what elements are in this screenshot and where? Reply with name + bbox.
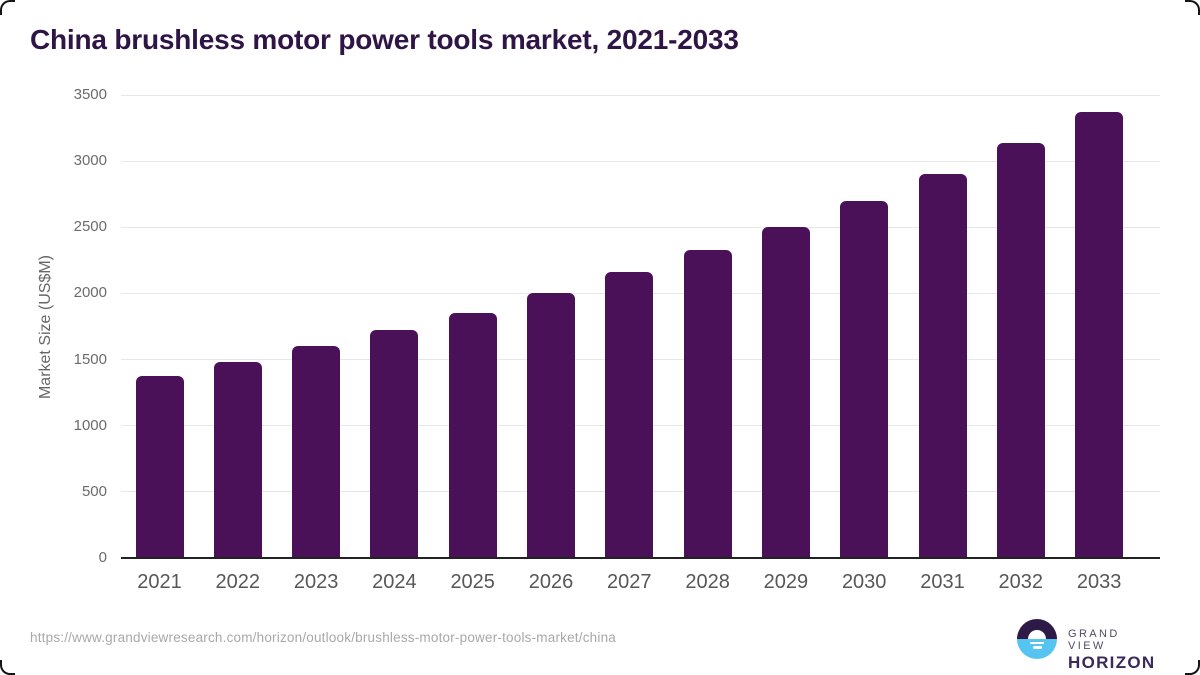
gridline-3000 xyxy=(121,160,1160,162)
gridline-3500 xyxy=(121,94,1160,96)
x-tick-label-2030: 2030 xyxy=(841,571,887,593)
bar-2029 xyxy=(761,226,810,558)
bar-2021 xyxy=(135,376,184,558)
y-tick-label-1500: 1500 xyxy=(73,350,107,368)
bar-2026 xyxy=(527,293,575,558)
grand-view-horizon-logo: GRAND VIEW HORIZON xyxy=(1017,619,1157,672)
bar-2030 xyxy=(840,201,889,558)
bar-2028 xyxy=(683,250,732,558)
x-tick-label-2022: 2022 xyxy=(215,571,261,593)
logo-wordmark: GRAND VIEW HORIZON xyxy=(1068,628,1157,672)
y-tick-label-3000: 3000 xyxy=(73,152,107,170)
bar-2033 xyxy=(1075,111,1124,558)
horizon-sun-icon xyxy=(1017,619,1057,659)
gridline-2500 xyxy=(121,226,1160,228)
y-tick-label-0: 0 xyxy=(98,549,107,566)
bar-2031 xyxy=(918,173,967,558)
bar-2024 xyxy=(370,330,419,558)
x-tick-label-2024: 2024 xyxy=(372,571,417,593)
y-tick-label-2000: 2000 xyxy=(73,284,107,302)
y-tick-label-1000: 1000 xyxy=(73,416,107,434)
x-tick-label-2033: 2033 xyxy=(1076,571,1122,593)
y-tick-label-2500: 2500 xyxy=(73,218,107,236)
chart-title: China brushless motor power tools market… xyxy=(30,24,739,55)
x-tick-label-2032: 2032 xyxy=(998,571,1044,593)
bar-2023 xyxy=(292,346,341,558)
x-tick-label-2029: 2029 xyxy=(763,571,809,593)
sun-reflection-line-1 xyxy=(1030,641,1044,644)
x-tick-label-2031: 2031 xyxy=(920,571,965,593)
x-tick-label-2021: 2021 xyxy=(137,571,182,593)
logo-brand-bottom: HORIZON xyxy=(1068,653,1156,672)
x-tick-label-2027: 2027 xyxy=(607,571,652,593)
bar-2025 xyxy=(448,312,497,558)
bar-2032 xyxy=(996,143,1045,558)
y-tick-label-3500: 3500 xyxy=(73,86,107,103)
bar-2027 xyxy=(605,272,654,558)
bar-2022 xyxy=(213,361,262,558)
logo-brand-top: GRAND VIEW xyxy=(1068,628,1120,652)
source-url: https://www.grandviewresearch.com/horizo… xyxy=(30,630,616,645)
x-axis-line xyxy=(121,557,1160,559)
x-tick-label-2026: 2026 xyxy=(528,571,574,593)
sun-reflection-line-2 xyxy=(1032,646,1042,649)
x-tick-label-2025: 2025 xyxy=(450,571,495,593)
x-tick-label-2028: 2028 xyxy=(685,571,730,593)
x-tick-label-2023: 2023 xyxy=(293,571,339,593)
y-tick-label-500: 500 xyxy=(81,482,107,500)
sun-dome-shape xyxy=(1028,630,1046,639)
